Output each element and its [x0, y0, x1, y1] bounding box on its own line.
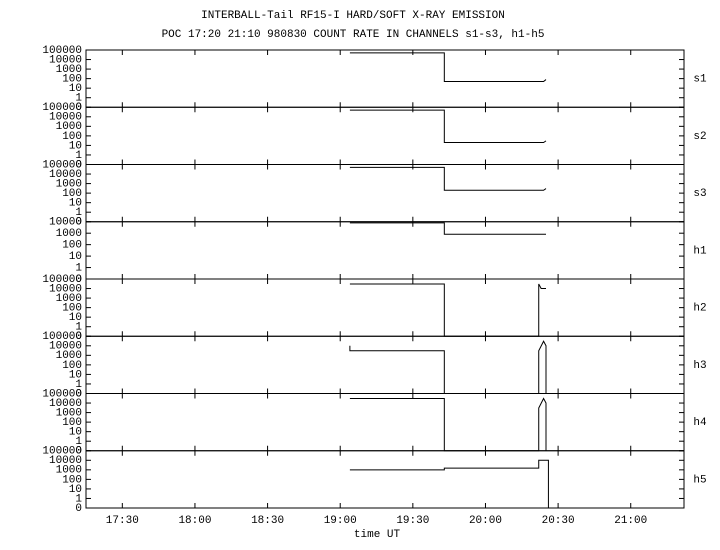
y-tick-label: 10000 — [49, 341, 82, 353]
data-line — [349, 459, 549, 508]
y-tick-label: 100 — [62, 303, 82, 315]
y-tick-label: 100000 — [42, 331, 82, 343]
y-tick-label: 10 — [69, 83, 82, 95]
y-tick-label: 1000 — [56, 293, 82, 305]
x-axis-label: time UT — [354, 529, 401, 541]
y-tick-label: 100 — [62, 131, 82, 143]
y-tick-label: 0 — [75, 159, 82, 171]
y-tick-label: 10000 — [49, 169, 82, 181]
panel-label: h2 — [693, 303, 706, 315]
y-tick-label: 1000 — [56, 228, 82, 240]
y-tick-label: 10000 — [49, 398, 82, 410]
y-tick-label: 1000 — [56, 407, 82, 419]
y-tick-label: 1 — [75, 322, 82, 334]
x-tick-label: 20:30 — [542, 515, 575, 527]
y-tick-label: 10 — [69, 312, 82, 324]
y-tick-label: 10 — [69, 251, 82, 263]
panel-label: h4 — [693, 417, 707, 429]
y-tick-label: 100000 — [42, 102, 82, 114]
y-tick-label: 0 — [75, 331, 82, 343]
y-tick-label: 1 — [75, 379, 82, 391]
y-tick-label: 0 — [75, 102, 82, 114]
y-tick-label: 10 — [69, 484, 82, 496]
y-tick-label: 10000 — [49, 217, 82, 229]
y-tick-label: 0 — [75, 217, 82, 229]
y-tick-label: 1 — [75, 93, 82, 105]
chart-subtitle: POC 17:20 21:10 980830 COUNT RATE IN CHA… — [162, 29, 545, 41]
x-tick-label: 17:30 — [106, 515, 139, 527]
y-tick-label: 1 — [75, 150, 82, 162]
y-tick-label: 10 — [69, 369, 82, 381]
panel-label: h5 — [693, 474, 706, 486]
y-tick-label: 0 — [75, 388, 82, 400]
x-tick-label: 18:30 — [251, 515, 284, 527]
y-tick-label: 1 — [75, 493, 82, 505]
y-tick-label: 100 — [62, 360, 82, 372]
x-tick-label: 20:00 — [469, 515, 502, 527]
data-line — [349, 52, 547, 82]
x-tick-label: 19:00 — [324, 515, 357, 527]
y-tick-label: 100 — [62, 188, 82, 200]
y-tick-label: 1000 — [56, 178, 82, 190]
y-tick-label: 100 — [62, 474, 82, 486]
y-tick-label: 100 — [62, 74, 82, 86]
panel-label: s3 — [693, 188, 706, 200]
y-tick-label: 100000 — [42, 446, 82, 458]
y-tick-label: 100000 — [42, 45, 82, 57]
y-tick-label: 0 — [75, 274, 82, 286]
y-tick-label: 0 — [75, 503, 82, 515]
data-line — [349, 222, 546, 235]
y-tick-label: 1 — [75, 436, 82, 448]
data-line — [349, 397, 547, 452]
y-tick-label: 1 — [75, 262, 82, 274]
y-tick-label: 100000 — [42, 274, 82, 286]
panel-label: s1 — [693, 74, 707, 86]
chart-title: INTERBALL-Tail RF15-I HARD/SOFT X-RAY EM… — [201, 10, 505, 22]
y-tick-label: 10 — [69, 198, 82, 210]
x-tick-label: 18:00 — [178, 515, 211, 527]
y-tick-label: 1 — [75, 207, 82, 219]
y-tick-label: 10000 — [49, 283, 82, 295]
panel-label: h1 — [693, 245, 707, 257]
y-tick-label: 10 — [69, 140, 82, 152]
y-tick-label: 10000 — [49, 455, 82, 467]
data-line — [349, 109, 547, 144]
y-tick-label: 0 — [75, 446, 82, 458]
y-tick-label: 1000 — [56, 465, 82, 477]
y-tick-label: 10 — [69, 427, 82, 439]
x-tick-label: 19:30 — [396, 515, 429, 527]
y-tick-label: 100000 — [42, 159, 82, 171]
y-tick-label: 1000 — [56, 64, 82, 76]
data-line — [349, 166, 547, 191]
x-tick-label: 21:00 — [614, 515, 647, 527]
y-tick-label: 10000 — [49, 112, 82, 124]
y-tick-label: 1000 — [56, 121, 82, 133]
panel-label: h3 — [693, 360, 706, 372]
y-tick-label: 10000 — [49, 54, 82, 66]
panel-label: s2 — [693, 131, 706, 143]
y-tick-label: 1000 — [56, 350, 82, 362]
y-tick-label: 100 — [62, 417, 82, 429]
y-tick-label: 100 — [62, 240, 82, 252]
y-tick-label: 100000 — [42, 388, 82, 400]
